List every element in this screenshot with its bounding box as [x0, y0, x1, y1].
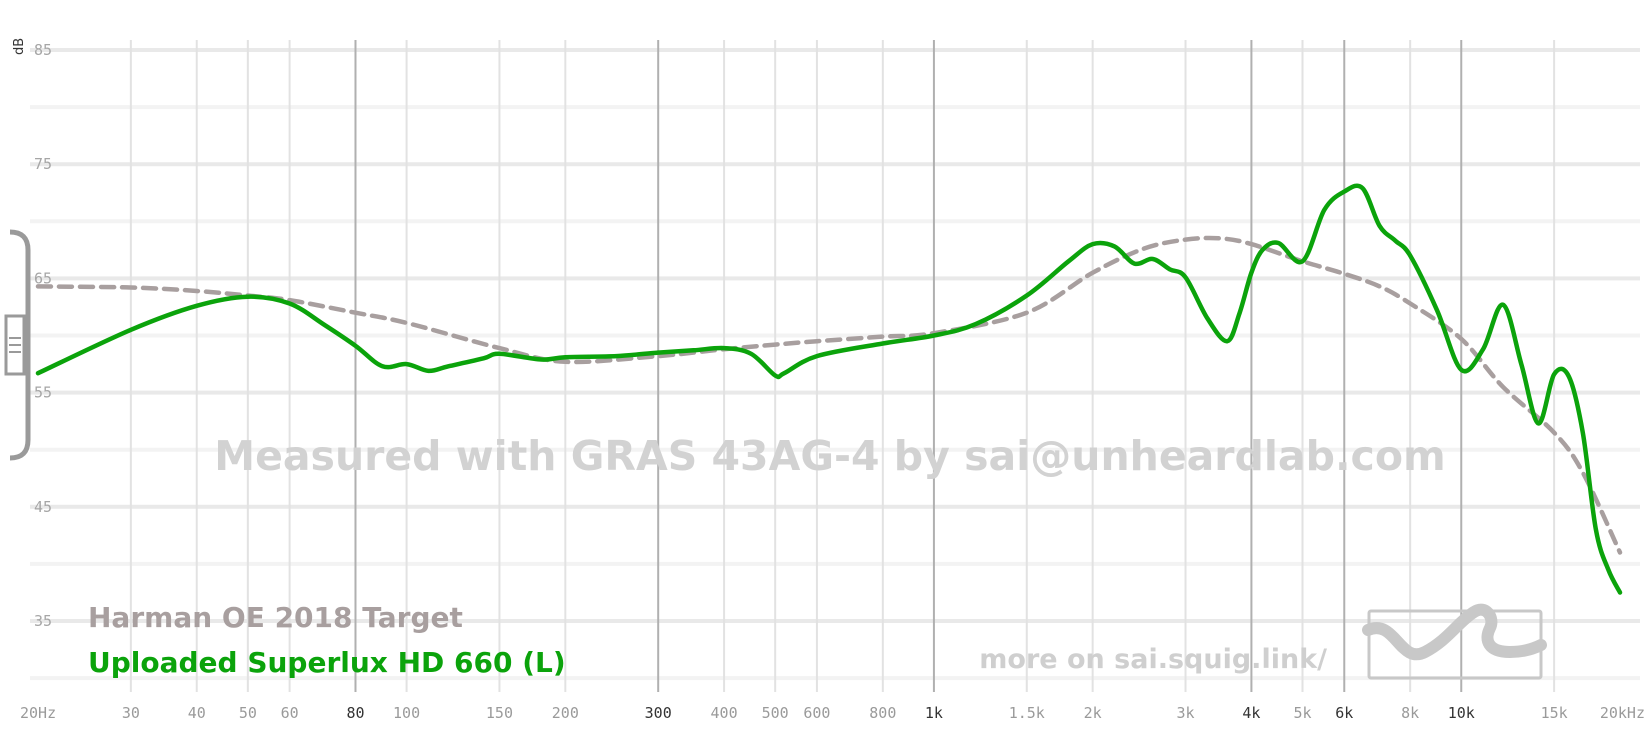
x-tick-label: 50 [239, 704, 257, 722]
x-tick-label: 500 [762, 704, 789, 722]
y-tick-label: 55 [34, 384, 52, 402]
target-curve[interactable] [35, 235, 1623, 555]
x-tick-label: 30 [122, 704, 140, 722]
volume-slider[interactable] [4, 229, 31, 461]
x-tick-label: 20Hz [20, 704, 56, 722]
x-tick-label: 150 [486, 704, 513, 722]
y-tick-label: 35 [34, 612, 52, 630]
watermark-text: Measured with GRAS 43AG-4 by sai@unheard… [214, 432, 1445, 480]
volume-slider-bracket[interactable] [9, 229, 31, 461]
x-tick-label: 20kHz [1600, 704, 1645, 722]
x-tick-label: 3k [1176, 704, 1194, 722]
legend: Harman OE 2018 Target Uploaded Superlux H… [88, 601, 566, 679]
y-unit-label: dB [12, 38, 27, 55]
grid [30, 40, 1640, 692]
x-tick-label: 300 [645, 704, 672, 722]
x-tick-label: 100 [393, 704, 420, 722]
x-tick-label: 4k [1242, 704, 1260, 722]
x-tick-label: 60 [281, 704, 299, 722]
y-tick-label: 85 [34, 41, 52, 59]
x-tick-label: 40 [188, 704, 206, 722]
curves [35, 183, 1623, 595]
legend-entry[interactable]: Harman OE 2018 Target [88, 601, 463, 634]
x-tick-label: 10k [1448, 704, 1475, 722]
x-tick-label: 15k [1541, 704, 1568, 722]
x-tick-label: 2k [1084, 704, 1102, 722]
squiglink-logo [1362, 603, 1547, 680]
measurement-curve[interactable] [35, 183, 1623, 595]
x-tick-label: 1.5k [1009, 704, 1045, 722]
legend-entry[interactable]: Uploaded Superlux HD 660 (L) [88, 646, 566, 679]
x-tick-label: 200 [552, 704, 579, 722]
y-tick-label: 65 [34, 269, 52, 287]
y-tick-label: 45 [34, 498, 52, 516]
x-tick-label: 400 [711, 704, 738, 722]
x-tick-label: 80 [346, 704, 364, 722]
y-tick-label: 75 [34, 155, 52, 173]
x-tick-label: 6k [1335, 704, 1353, 722]
x-tick-label: 600 [803, 704, 830, 722]
credit-text: more on sai.squig.link/ [979, 644, 1327, 675]
x-tick-label: 1k [925, 704, 943, 722]
x-tick-label: 5k [1293, 704, 1311, 722]
y-axis-labels: 35 45 55 65 75 85 [34, 41, 52, 630]
x-axis-labels: 20Hz 30 40 50 60 80 100 150 200 300 400 500 600 800 1k… [20, 704, 1645, 722]
x-tick-label: 8k [1401, 704, 1419, 722]
x-tick-label: 800 [869, 704, 896, 722]
